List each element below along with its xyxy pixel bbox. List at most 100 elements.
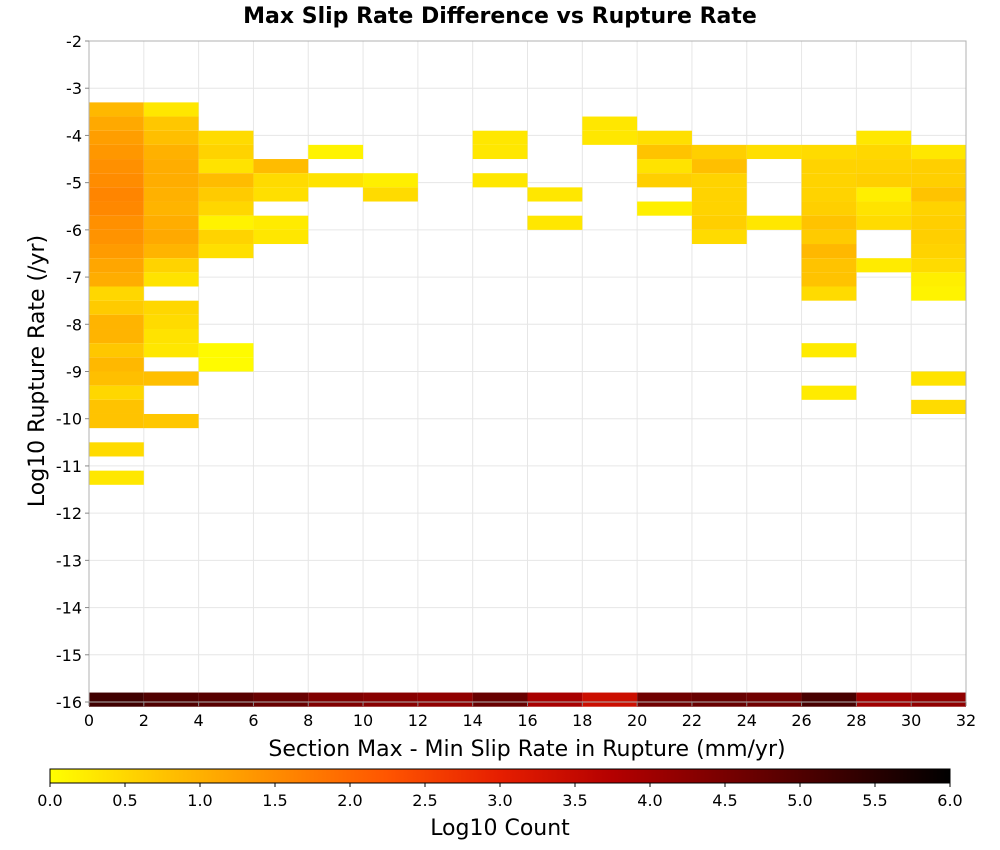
y-axis-ticks: -2 -3 -4 -5 -6 -7 -8 -9 -10 -11 -12 -13 -14 -15 -16	[56, 32, 89, 712]
heatmap-cell	[801, 187, 857, 202]
x-tick-label: 28	[846, 711, 866, 730]
x-tick-label: 4	[194, 711, 204, 730]
heatmap-cell	[911, 692, 966, 707]
heatmap-cell	[253, 692, 309, 707]
heatmap-cell	[198, 187, 254, 202]
heatmap-cell	[198, 244, 254, 259]
heatmap-cell	[253, 187, 309, 202]
colorbar-tick-label: 0.5	[112, 791, 137, 810]
heatmap-cell	[198, 159, 254, 174]
heatmap-cell	[89, 258, 144, 273]
colorbar-label: Log10 Count	[430, 816, 570, 841]
heatmap-cell	[856, 187, 912, 202]
x-tick-label: 22	[682, 711, 702, 730]
heatmap-cell	[637, 173, 692, 188]
colorbar-tick-label: 0.0	[37, 791, 62, 810]
heatmap-cell	[801, 286, 857, 301]
colorbar-tick-label: 5.5	[862, 791, 887, 810]
heatmap-cell	[856, 173, 912, 188]
heatmap-cell	[198, 201, 254, 216]
x-tick-label: 32	[956, 711, 976, 730]
heatmap-cell	[198, 144, 254, 160]
heatmap-cell	[143, 187, 199, 202]
colorbar	[49, 768, 951, 784]
heatmap-cell	[472, 692, 528, 707]
heatmap-cell	[89, 442, 144, 457]
heatmap-cell	[911, 159, 966, 174]
heatmap-cell	[89, 201, 144, 216]
heatmap-cell	[801, 144, 857, 160]
y-tick-label: -2	[66, 32, 82, 51]
colorbar-tick-label: 5.0	[787, 791, 812, 810]
heatmap-cells	[89, 102, 966, 707]
heatmap-cell	[637, 201, 692, 216]
y-tick-label: -13	[56, 551, 82, 570]
colorbar-tick-label: 4.0	[637, 791, 662, 810]
x-tick-label: 30	[901, 711, 921, 730]
heatmap-cell	[308, 173, 364, 188]
heatmap-cell	[198, 173, 254, 188]
y-tick-label: -16	[56, 693, 82, 712]
heatmap-cell	[143, 258, 199, 273]
heatmap-cell	[801, 343, 857, 358]
heatmap-cell	[691, 144, 747, 160]
colorbar-tick-label: 2.5	[412, 791, 437, 810]
heatmap-cell	[637, 159, 692, 174]
heatmap-cell	[143, 102, 199, 117]
heatmap-cell	[801, 201, 857, 216]
x-tick-label: 14	[463, 711, 483, 730]
heatmap-cell	[143, 371, 199, 386]
heatmap-cell	[856, 201, 912, 216]
heatmap-cell	[746, 692, 802, 707]
heatmap-cell	[527, 187, 583, 202]
heatmap-cell	[691, 173, 747, 188]
heatmap-cell	[253, 229, 309, 245]
heatmap-cell	[198, 130, 254, 145]
heatmap-cell	[801, 244, 857, 259]
heatmap-cell	[89, 229, 144, 245]
heatmap-cell	[143, 692, 199, 707]
heatmap-cell	[89, 116, 144, 131]
heatmap-cell	[691, 159, 747, 174]
heatmap-cell	[253, 215, 309, 230]
heatmap-cell	[363, 173, 418, 188]
heatmap-cell	[582, 116, 638, 131]
heatmap-cell	[89, 314, 144, 329]
heatmap-cell	[472, 173, 528, 188]
heatmap-cell	[143, 329, 199, 344]
heatmap-cell	[198, 692, 254, 707]
heatmap-cell	[198, 357, 254, 372]
colorbar-tick-label: 1.5	[262, 791, 287, 810]
heatmap-cell	[89, 144, 144, 160]
heatmap-cell	[472, 130, 528, 145]
heatmap-cell	[691, 692, 747, 707]
heatmap-cell	[637, 130, 692, 145]
heatmap-cell	[691, 229, 747, 245]
heatmap-cell	[911, 215, 966, 230]
heatmap-cell	[143, 272, 199, 287]
heatmap-cell	[691, 187, 747, 202]
heatmap-cell	[911, 399, 966, 414]
y-tick-label: -9	[66, 363, 82, 382]
heatmap-cell	[143, 144, 199, 160]
heatmap-cell	[691, 215, 747, 230]
heatmap-cell	[582, 692, 638, 707]
heatmap-cell	[89, 215, 144, 230]
heatmap-cell	[143, 229, 199, 245]
heatmap-cell	[89, 244, 144, 259]
y-tick-label: -8	[66, 315, 82, 334]
heatmap-cell	[89, 399, 144, 414]
x-tick-label: 2	[139, 711, 149, 730]
heatmap-cell	[308, 692, 364, 707]
x-tick-label: 20	[627, 711, 647, 730]
x-tick-label: 26	[791, 711, 811, 730]
heatmap-cell	[363, 187, 418, 202]
colorbar-tick-label: 6.0	[937, 791, 962, 810]
heatmap-cell	[856, 130, 912, 145]
y-tick-label: -11	[56, 457, 82, 476]
heatmap-cell	[143, 130, 199, 145]
x-tick-label: 10	[353, 711, 373, 730]
colorbar-tick-label: 3.0	[487, 791, 512, 810]
heatmap-cell	[801, 159, 857, 174]
